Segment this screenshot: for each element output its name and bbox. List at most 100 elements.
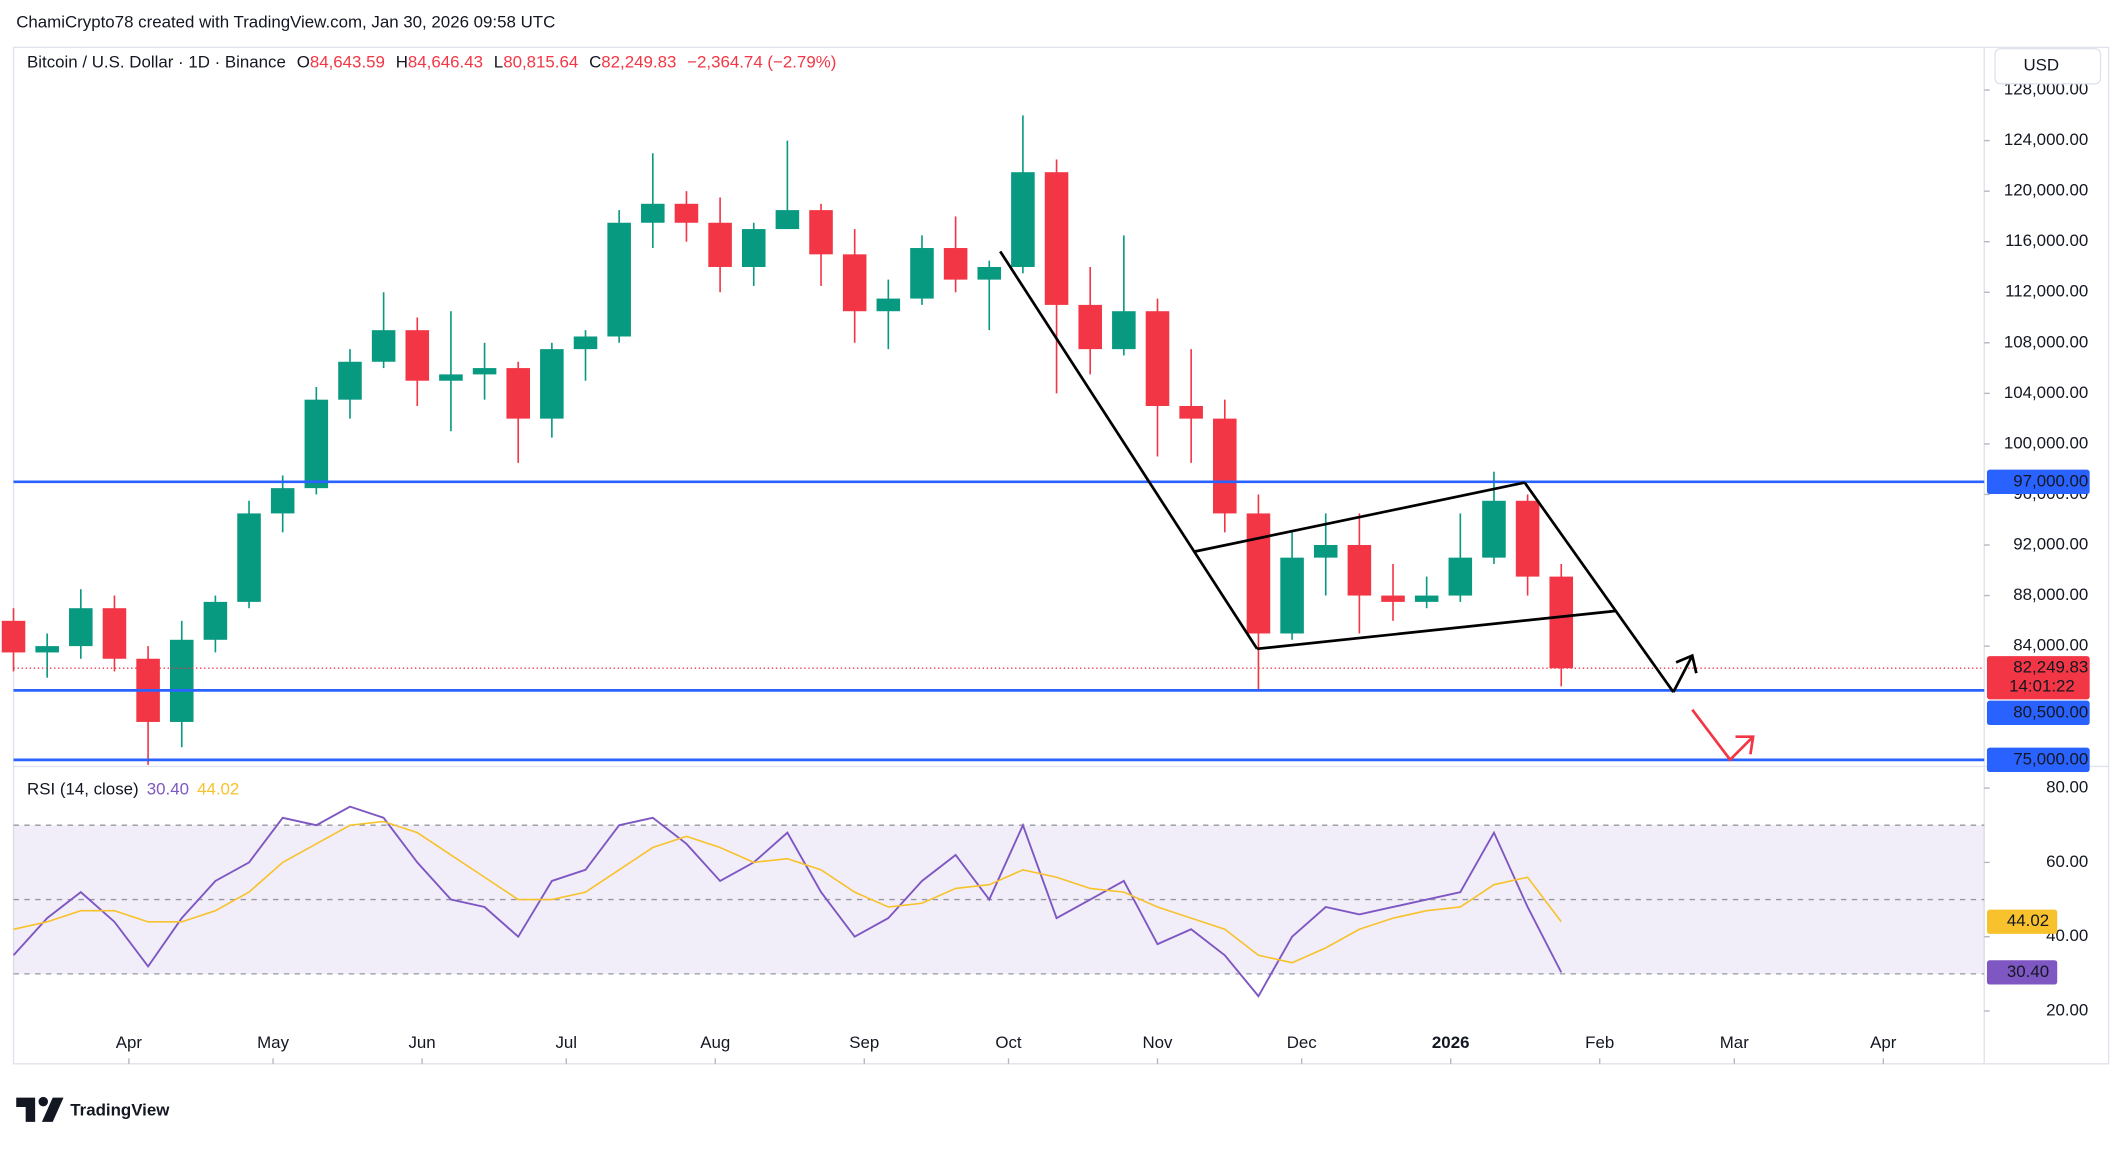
candle-body: [1482, 500, 1506, 558]
candle-body: [169, 639, 194, 722]
candle-body: [1515, 500, 1540, 577]
x-tick-label: Apr: [1870, 1033, 1897, 1052]
y-tick-label: 92,000.00: [2013, 534, 2088, 553]
level-box: [1986, 747, 2090, 773]
ohlc-value: 82,249.83: [601, 53, 676, 72]
y-tick-label: 120,000.00: [2004, 181, 2088, 200]
candle-body: [1347, 545, 1372, 596]
x-tick-label: Nov: [1142, 1033, 1173, 1052]
candle-body: [69, 608, 93, 647]
candle-body: [1179, 405, 1203, 419]
candle-body: [674, 203, 699, 223]
level-box: [1986, 700, 2090, 725]
y-tick-label: 84,000.00: [2013, 636, 2088, 655]
candle-body: [741, 229, 766, 267]
x-tick-label: Feb: [1585, 1033, 1614, 1052]
candle-body: [943, 248, 968, 280]
rsi-value-box: [1986, 909, 2058, 934]
candle-body: [1313, 545, 1338, 558]
candle-body: [506, 368, 530, 419]
x-tick-label: Jul: [555, 1033, 577, 1052]
currency-button[interactable]: [1994, 48, 2102, 85]
ohlc-key: O: [297, 53, 310, 72]
arrow: [1691, 708, 1755, 762]
candle-body: [203, 601, 228, 640]
candle-body: [304, 399, 329, 489]
candle-body: [1448, 557, 1473, 596]
series-line: [12, 805, 1563, 998]
trend-line: [1523, 481, 1675, 693]
y-tick-label: 60.00: [2046, 852, 2088, 871]
ohlc-value: 80,815.64: [503, 53, 578, 72]
change: −2,364.74 (−2.79%): [687, 53, 836, 72]
candle-body: [1549, 576, 1574, 669]
rsi-legend: RSI (14, close) 30.40 44.02: [27, 780, 239, 799]
candle-body: [607, 222, 631, 337]
y-tick-label: 124,000.00: [2004, 130, 2088, 149]
rsi-value-box: [1986, 960, 2058, 985]
candle-body: [1145, 311, 1170, 406]
ohlc-key: C: [589, 53, 601, 72]
chart-frame: [12, 46, 2110, 1065]
candle-body: [1213, 418, 1237, 514]
drawings: [999, 250, 1755, 762]
ohlc-value: 84,643.59: [310, 53, 385, 72]
trend-line: [1194, 481, 1525, 553]
plot-layer: Bitcoin / U.S. Dollar · 1D · Binance O84,…: [1, 53, 2090, 1064]
x-tick-label: 2026: [1432, 1033, 1470, 1052]
candle-body: [405, 330, 430, 381]
candle-body: [842, 254, 867, 312]
candle-body: [540, 349, 564, 419]
candle-body: [1078, 304, 1102, 350]
candle-body: [1414, 595, 1439, 602]
candle-body: [270, 488, 295, 514]
ohlc-key: L: [494, 53, 503, 72]
y-tick-label: 80.00: [2046, 778, 2088, 797]
currency-label[interactable]: USD: [2023, 56, 2059, 75]
y-tick-label: 20.00: [2046, 1000, 2088, 1019]
rsi-value: 30.40: [147, 780, 189, 799]
candle-body: [775, 210, 800, 230]
candle-body: [876, 298, 901, 312]
ohlc-key: H: [396, 53, 408, 72]
trend-line: [999, 250, 1259, 650]
x-tick-label: Sep: [849, 1033, 879, 1052]
rsi-title: RSI (14, close): [27, 780, 139, 799]
candle-body: [910, 248, 934, 299]
x-tick-label: Jun: [408, 1033, 435, 1052]
countdown: 14:01:22: [2009, 677, 2075, 696]
candle-body: [1246, 513, 1271, 634]
logo-icon: [16, 1097, 64, 1122]
candle-body: [338, 361, 362, 400]
footer-logo: TradingView: [16, 1096, 170, 1122]
last-price-label: 82,249.83: [2013, 658, 2088, 677]
rsi-value-label: 44.02: [2007, 911, 2049, 930]
y-tick-label: 112,000.00: [2005, 282, 2088, 301]
candle-body: [35, 646, 59, 653]
ohlc-value: 84,646.43: [408, 53, 483, 72]
symbol-title: Bitcoin / U.S. Dollar · 1D · Binance: [27, 53, 286, 72]
candle-body: [977, 266, 1002, 280]
candle-body: [809, 210, 833, 255]
rsi-value: 44.02: [197, 780, 239, 799]
candle-body: [641, 203, 665, 223]
candle-body: [439, 374, 463, 381]
logo-icon: [38, 1096, 48, 1107]
level-label: 75,000.00: [2013, 749, 2088, 768]
candle-body: [1, 620, 26, 653]
level-label: 80,500.00: [2013, 702, 2088, 721]
y-tick-label: 108,000.00: [2004, 332, 2088, 351]
candle-body: [708, 222, 732, 267]
candle-body: [371, 330, 396, 362]
x-tick-label: Aug: [700, 1033, 730, 1052]
y-tick-label: 104,000.00: [2004, 383, 2088, 402]
level-box: [1986, 469, 2090, 494]
candle-body: [472, 368, 497, 375]
rsi-value-label: 30.40: [2007, 962, 2049, 981]
last-price-box: [1986, 656, 2090, 700]
series-line: [13, 820, 1562, 964]
y-tick-label: 88,000.00: [2013, 585, 2088, 604]
candle-body: [102, 608, 127, 659]
